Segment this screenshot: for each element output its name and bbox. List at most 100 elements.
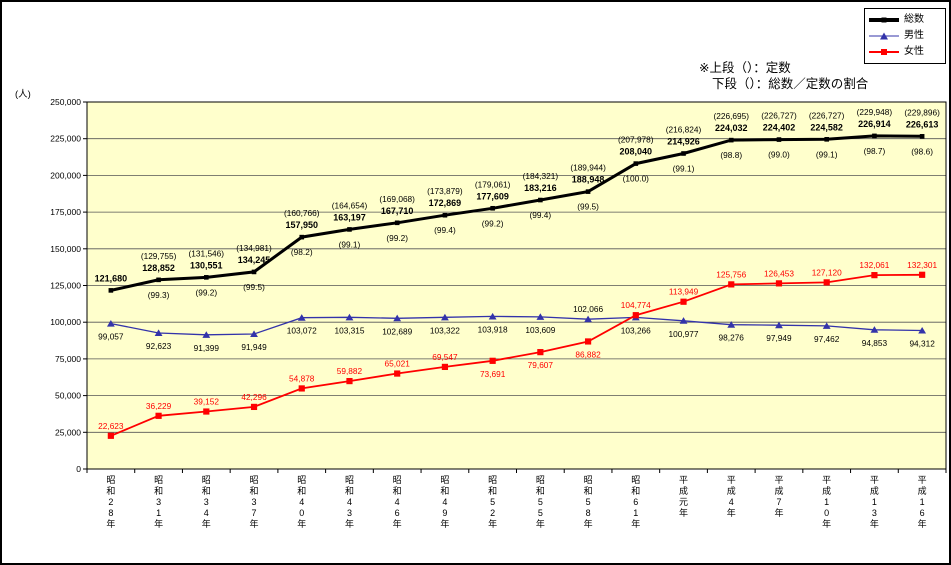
total-point-marker bbox=[728, 137, 734, 143]
female-point-marker bbox=[775, 280, 783, 287]
y-axis-label: 50,000 bbox=[55, 391, 81, 401]
female-point-marker bbox=[871, 272, 878, 279]
total-value-label: 121,680 bbox=[95, 273, 128, 283]
total-point-marker bbox=[633, 161, 639, 166]
female-value-label: 104,774 bbox=[621, 300, 651, 310]
male-point-marker bbox=[775, 321, 783, 329]
total-point-marker bbox=[776, 137, 782, 142]
male-value-label: 103,315 bbox=[334, 325, 364, 335]
male-value-label: 94,853 bbox=[862, 338, 888, 348]
ratio-label: (98.2) bbox=[291, 247, 313, 257]
female-value-label: 22,623 bbox=[98, 421, 124, 431]
legend-item-female: 女性 bbox=[869, 44, 941, 60]
quota-label: (229,896) bbox=[904, 107, 940, 117]
female-point-marker bbox=[107, 432, 114, 439]
ratio-label: (100.0) bbox=[623, 174, 650, 184]
male-point-marker bbox=[822, 322, 831, 329]
legend-item-male: 男性 bbox=[869, 28, 941, 44]
quota-label: (226,727) bbox=[809, 110, 845, 120]
x-axis-label: 平成 7 年 bbox=[774, 475, 783, 518]
ratio-label: (99.0) bbox=[768, 150, 790, 160]
male-value-label: 103,072 bbox=[287, 326, 317, 336]
legend: 総数 男性 女性 bbox=[864, 8, 946, 64]
total-value-label: 130,551 bbox=[190, 260, 223, 270]
female-value-label: 132,061 bbox=[859, 260, 889, 270]
female-point-marker bbox=[537, 349, 544, 356]
male-point-marker bbox=[918, 326, 927, 334]
x-axis-label: 昭和 3 7 年 bbox=[250, 475, 259, 529]
male-point-marker bbox=[536, 313, 545, 320]
male-value-label: 98,276 bbox=[719, 333, 745, 343]
male-value-label: 102,689 bbox=[382, 326, 412, 336]
male-value-label: 91,399 bbox=[194, 343, 220, 353]
total-point-marker bbox=[490, 205, 495, 211]
male-point-marker bbox=[106, 319, 115, 327]
total-point-marker bbox=[872, 133, 877, 139]
female-point-marker bbox=[155, 412, 162, 419]
male-point-marker bbox=[154, 329, 163, 337]
male-point-marker bbox=[202, 331, 211, 338]
female-value-label: 59,882 bbox=[337, 366, 363, 376]
male-value-label: 103,322 bbox=[430, 325, 460, 335]
total-point-marker bbox=[585, 189, 591, 194]
male-value-label: 103,266 bbox=[621, 325, 651, 335]
female-value-label: 79,607 bbox=[528, 360, 554, 370]
y-axis-label: 75,000 bbox=[55, 354, 81, 364]
total-value-label: 208,040 bbox=[620, 147, 653, 157]
total-point-marker bbox=[442, 212, 448, 218]
female-point-marker bbox=[584, 338, 592, 345]
chart-note: ※上段（）：定数 下段（）：総数／定数の割合 bbox=[699, 60, 868, 93]
total-point-marker bbox=[251, 269, 257, 275]
ratio-label: (99.2) bbox=[482, 218, 504, 228]
ratio-label: (99.2) bbox=[195, 287, 217, 297]
female-series-line bbox=[110, 273, 923, 437]
quota-label: (229,948) bbox=[857, 107, 893, 117]
male-value-label: 103,918 bbox=[478, 324, 508, 334]
total-point-marker bbox=[681, 151, 686, 156]
total-point-marker bbox=[919, 134, 925, 139]
female-point-marker bbox=[823, 279, 830, 286]
total-value-label: 224,582 bbox=[810, 122, 843, 132]
quota-label: (131,546) bbox=[189, 248, 225, 258]
x-axis-label: 昭和 6 1 年 bbox=[631, 475, 640, 529]
female-value-label: 126,453 bbox=[764, 268, 794, 278]
quota-label: (189,944) bbox=[570, 163, 606, 173]
total-value-label: 177,609 bbox=[476, 191, 509, 201]
total-series-key-icon bbox=[869, 14, 899, 26]
male-value-label: 102,066 bbox=[573, 304, 603, 314]
total-value-label: 226,613 bbox=[906, 119, 939, 129]
ratio-label: (99.1) bbox=[339, 239, 361, 249]
ratio-label: (99.1) bbox=[816, 149, 838, 159]
female-point-marker bbox=[203, 408, 210, 415]
x-axis-label: 平成 1 6 年 bbox=[918, 475, 927, 529]
male-point-marker bbox=[488, 312, 497, 320]
quota-label: (207,978) bbox=[618, 135, 654, 145]
x-axis-label: 昭和 5 2 年 bbox=[488, 475, 497, 529]
female-point-marker bbox=[632, 312, 639, 319]
male-value-label: 97,949 bbox=[766, 333, 792, 343]
ratio-label: (99.5) bbox=[577, 202, 599, 212]
total-value-label: 167,710 bbox=[381, 206, 414, 216]
male-point-marker bbox=[584, 315, 592, 323]
quota-label: (226,727) bbox=[761, 111, 797, 121]
quota-label: (129,755) bbox=[141, 251, 177, 261]
male-value-label: 91,949 bbox=[241, 342, 267, 352]
male-value-label: 94,312 bbox=[909, 339, 935, 349]
total-value-label: 157,950 bbox=[285, 220, 318, 230]
total-point-marker bbox=[299, 234, 305, 240]
quota-label: (160,766) bbox=[284, 208, 320, 218]
y-axis-label: 125,000 bbox=[50, 281, 81, 291]
male-point-marker bbox=[870, 326, 879, 333]
quota-label: (173,879) bbox=[427, 186, 463, 196]
total-point-marker bbox=[347, 227, 352, 232]
y-axis-label: 150,000 bbox=[50, 244, 81, 254]
total-value-label: 224,402 bbox=[763, 123, 796, 133]
female-point-marker bbox=[441, 363, 449, 371]
legend-label-total: 総数 bbox=[904, 14, 924, 25]
male-value-label: 103,609 bbox=[525, 325, 555, 335]
total-point-marker bbox=[108, 288, 114, 293]
x-axis-label: 昭和 4 9 年 bbox=[440, 475, 449, 529]
quota-label: (184,321) bbox=[523, 171, 559, 181]
female-point-marker bbox=[346, 377, 353, 385]
